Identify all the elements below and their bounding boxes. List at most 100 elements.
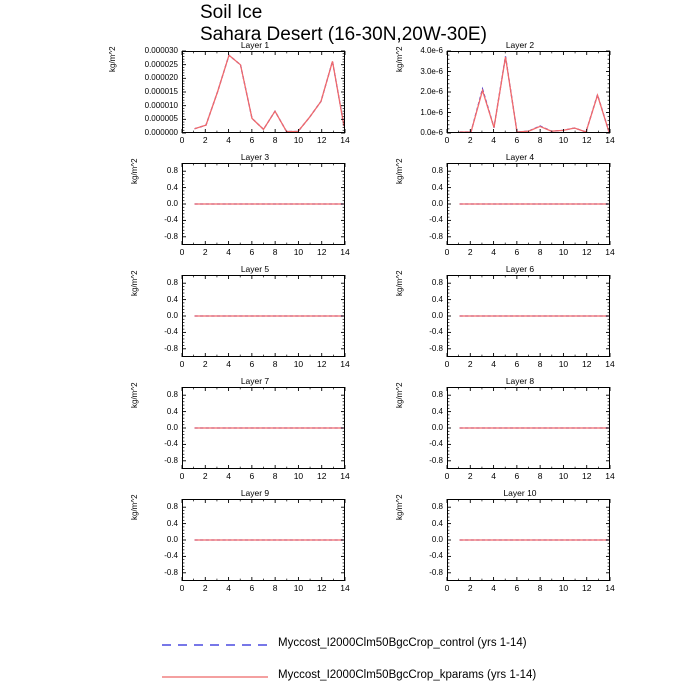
chart-panel-layer-4: Layer 4 kg/m^2 -0.8 -0.4 0.0 0.4 0.8 0 2 4 6 8 10 12 1… — [375, 152, 665, 264]
x-tick-label: 12 — [316, 247, 327, 257]
x-tick-label: 12 — [581, 359, 592, 369]
y-tick-label: 0.0 — [166, 199, 178, 208]
series-line-kparams — [194, 55, 344, 131]
plot-svg — [183, 164, 344, 244]
chart-panel-layer-5: Layer 5 kg/m^2 -0.8 -0.4 0.0 0.4 0.8 0 2 4 6 8 10 12 1… — [110, 264, 400, 376]
x-tick-label: 0 — [444, 247, 450, 257]
panel-title: Layer 9 — [240, 488, 270, 498]
x-tick-label: 2 — [467, 247, 473, 257]
y-tick-label: 0.4 — [431, 294, 443, 304]
x-tick-label: 6 — [514, 471, 520, 481]
x-tick-label: 4 — [226, 583, 231, 593]
x-tick-label: 14 — [605, 247, 615, 257]
panel-title: Layer 5 — [240, 264, 270, 274]
page-title-line1: Soil Ice — [200, 2, 263, 23]
x-tick-label: 0 — [179, 247, 185, 257]
x-tick-label: 0 — [179, 135, 185, 145]
x-tick-label: 12 — [316, 471, 327, 481]
x-tick-label: 2 — [467, 359, 473, 369]
panel-title: Layer 1 — [240, 40, 270, 50]
plot-svg — [448, 276, 609, 356]
y-tick-label: 0.8 — [166, 390, 178, 400]
panel-row: Layer 9 kg/m^2 -0.8 -0.4 0.0 0.4 0.8 0 2 4 6 8 10 12 1… — [0, 488, 700, 600]
x-tick-label: 6 — [249, 471, 255, 481]
x-tick-label: 2 — [202, 471, 208, 481]
x-tick-label: 4 — [226, 247, 231, 257]
x-tick-label: 8 — [537, 135, 543, 145]
x-tick-label: 4 — [491, 135, 496, 145]
x-tick-label: 0 — [444, 359, 450, 369]
plot-area — [447, 51, 610, 133]
x-tick-label: 14 — [340, 247, 350, 257]
x-tick-label: 8 — [537, 247, 543, 257]
plot-area — [447, 275, 610, 357]
y-tick-label: 0.0 — [166, 535, 178, 544]
panel-title: Layer 8 — [505, 376, 535, 386]
x-tick-label: 10 — [293, 583, 304, 593]
y-tick-label: -0.4 — [429, 439, 443, 449]
x-tick-label: 8 — [537, 471, 543, 481]
plot-svg — [183, 388, 344, 468]
x-tick-label: 6 — [249, 359, 255, 369]
plot-svg — [183, 500, 344, 580]
legend-label: Myccost_I2000Clm50BgcCrop_control (yrs 1… — [278, 637, 527, 649]
y-tick-label: 0.8 — [431, 166, 443, 176]
y-tick-label: -0.4 — [164, 327, 178, 337]
x-tick-label: 14 — [340, 471, 350, 481]
y-tick-label: 0.0 — [431, 535, 443, 544]
y-tick-label: 0.0 — [431, 199, 443, 208]
x-tick-label: 6 — [249, 135, 255, 145]
x-tick-label: 2 — [467, 471, 473, 481]
y-tick-label: -0.4 — [164, 551, 178, 561]
x-tick-label: 10 — [558, 583, 569, 593]
y-tick-label: -0.8 — [164, 455, 178, 465]
y-tick-label: -0.8 — [164, 567, 178, 577]
x-tick-label: 6 — [514, 583, 520, 593]
y-tick-label: 0.0 — [431, 311, 443, 320]
x-tick-label: 8 — [537, 583, 543, 593]
y-tick-label: -0.4 — [429, 215, 443, 225]
x-tick-label: 10 — [293, 247, 304, 257]
x-tick-label: 14 — [340, 583, 350, 593]
x-tick-label: 14 — [340, 135, 350, 145]
x-tick-label: 0 — [179, 359, 185, 369]
legend-label: Myccost_I2000Clm50BgcCrop_kparams (yrs 1… — [278, 669, 537, 681]
x-tick-label: 4 — [491, 247, 496, 257]
x-tick-label: 6 — [514, 135, 520, 145]
legend-item[interactable]: Myccost_I2000Clm50BgcCrop_control (yrs 1… — [0, 630, 700, 662]
plot-area — [182, 499, 345, 581]
y-tick-label: -0.8 — [164, 231, 178, 241]
panel-title: Layer 4 — [505, 152, 535, 162]
panel-title: Layer 7 — [240, 376, 270, 386]
series-line-kparams — [459, 57, 609, 132]
legend-item[interactable]: Myccost_I2000Clm50BgcCrop_kparams (yrs 1… — [0, 662, 700, 694]
y-tick-label: -0.8 — [429, 343, 443, 353]
x-tick-label: 14 — [605, 359, 615, 369]
y-tick-label: 0.0e-6 — [420, 128, 443, 137]
plot-area — [182, 51, 345, 133]
chart-panel-layer-6: Layer 6 kg/m^2 -0.8 -0.4 0.0 0.4 0.8 0 2 4 6 8 10 12 1… — [375, 264, 665, 376]
x-tick-label: 10 — [293, 359, 304, 369]
x-tick-label: 0 — [444, 135, 450, 145]
x-tick-label: 2 — [202, 247, 208, 257]
x-tick-label: 10 — [293, 135, 304, 145]
chart-panel-layer-10: Layer 10 kg/m^2 -0.8 -0.4 0.0 0.4 0.8 0 2 4 6 8 10 12… — [375, 488, 665, 600]
x-tick-label: 10 — [558, 135, 569, 145]
chart-panel-layer-7: Layer 7 kg/m^2 -0.8 -0.4 0.0 0.4 0.8 0 2 4 6 8 10 12 1… — [110, 376, 400, 488]
panel-row: Layer 3 kg/m^2 -0.8 -0.4 0.0 0.4 0.8 0 2 4 6 8 10 12 1… — [0, 152, 700, 264]
y-tick-label: 0.000010 — [144, 100, 178, 110]
y-tick-label: 0.4 — [166, 182, 178, 192]
panel-title: Layer 2 — [505, 40, 535, 50]
chart-panel-layer-9: Layer 9 kg/m^2 -0.8 -0.4 0.0 0.4 0.8 0 2 4 6 8 10 12 1… — [110, 488, 400, 600]
panel-row: Layer 7 kg/m^2 -0.8 -0.4 0.0 0.4 0.8 0 2 4 6 8 10 12 1… — [0, 376, 700, 488]
y-tick-label: 0.0 — [166, 423, 178, 432]
x-tick-label: 14 — [340, 359, 350, 369]
y-tick-label: -0.4 — [164, 439, 178, 449]
y-tick-label: 1.0e-6 — [420, 107, 443, 117]
panel-title: Layer 6 — [505, 264, 535, 274]
x-tick-label: 8 — [272, 583, 278, 593]
y-tick-label: 2.0e-6 — [420, 87, 443, 96]
y-tick-label: 0.8 — [431, 502, 443, 512]
y-tick-label: 0.4 — [166, 406, 178, 416]
x-tick-label: 8 — [272, 135, 278, 145]
